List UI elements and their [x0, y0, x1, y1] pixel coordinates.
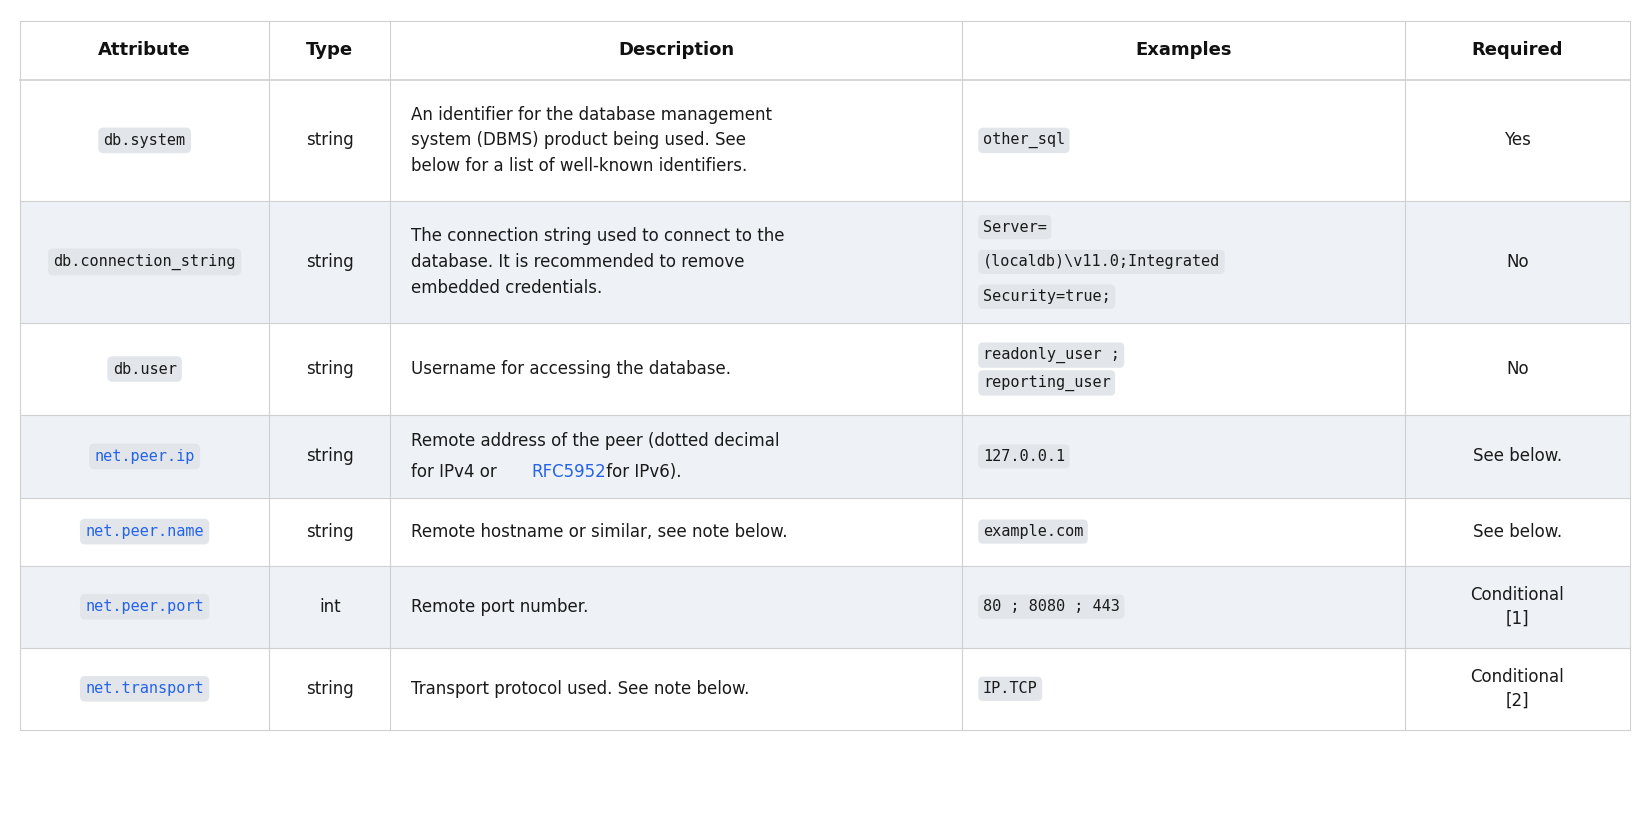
- Text: The connection string used to connect to the
database. It is recommended to remo: The connection string used to connect to…: [411, 227, 785, 296]
- Text: for IPv6).: for IPv6).: [601, 463, 681, 481]
- Text: string: string: [305, 680, 353, 698]
- Text: Remote port number.: Remote port number.: [411, 598, 589, 616]
- Text: See below.: See below.: [1473, 447, 1563, 466]
- Bar: [20, 566, 1630, 648]
- Bar: [20, 21, 1630, 80]
- Text: No: No: [1506, 253, 1530, 271]
- Text: 80 ; 8080 ; 443: 80 ; 8080 ; 443: [983, 599, 1120, 614]
- Text: reporting_user: reporting_user: [983, 375, 1110, 391]
- Text: See below.: See below.: [1473, 523, 1563, 540]
- Text: Type: Type: [307, 41, 353, 59]
- Text: db.system: db.system: [104, 133, 186, 148]
- Text: Remote address of the peer (dotted decimal: Remote address of the peer (dotted decim…: [411, 432, 780, 450]
- Text: Server=: Server=: [983, 220, 1046, 235]
- Bar: [20, 648, 1630, 730]
- Text: No: No: [1506, 360, 1530, 378]
- Text: An identifier for the database management
system (DBMS) product being used. See
: An identifier for the database managemen…: [411, 106, 772, 175]
- Text: net.transport: net.transport: [86, 681, 205, 696]
- Text: db.connection_string: db.connection_string: [53, 254, 236, 270]
- Text: string: string: [305, 360, 353, 378]
- Text: for IPv4 or: for IPv4 or: [411, 463, 502, 481]
- Text: Conditional
[2]: Conditional [2]: [1470, 668, 1564, 709]
- Text: string: string: [305, 523, 353, 540]
- Bar: [20, 323, 1630, 415]
- Text: Description: Description: [619, 41, 734, 59]
- Text: string: string: [305, 131, 353, 149]
- Bar: [20, 415, 1630, 498]
- Text: example.com: example.com: [983, 524, 1082, 539]
- Bar: [20, 201, 1630, 323]
- Text: Transport protocol used. See note below.: Transport protocol used. See note below.: [411, 680, 749, 698]
- Text: string: string: [305, 253, 353, 271]
- Text: Examples: Examples: [1135, 41, 1231, 59]
- Text: net.peer.name: net.peer.name: [86, 524, 205, 539]
- Text: Required: Required: [1472, 41, 1563, 59]
- Text: IP.TCP: IP.TCP: [983, 681, 1038, 696]
- Text: net.peer.ip: net.peer.ip: [94, 449, 195, 464]
- Text: Security=true;: Security=true;: [983, 289, 1110, 304]
- Bar: [20, 80, 1630, 201]
- Text: Attribute: Attribute: [99, 41, 191, 59]
- Text: string: string: [305, 447, 353, 466]
- Text: RFC5952: RFC5952: [531, 463, 606, 481]
- Text: db.user: db.user: [112, 361, 177, 377]
- Text: other_sql: other_sql: [983, 132, 1064, 149]
- Text: readonly_user ;: readonly_user ;: [983, 347, 1120, 363]
- Text: int: int: [318, 598, 340, 616]
- Text: Remote hostname or similar, see note below.: Remote hostname or similar, see note bel…: [411, 523, 787, 540]
- Text: Conditional
[1]: Conditional [1]: [1470, 586, 1564, 627]
- Text: Username for accessing the database.: Username for accessing the database.: [411, 360, 731, 378]
- Text: net.peer.port: net.peer.port: [86, 599, 205, 614]
- Text: 127.0.0.1: 127.0.0.1: [983, 449, 1064, 464]
- Bar: [20, 498, 1630, 566]
- Text: (localdb)\v11.0;Integrated: (localdb)\v11.0;Integrated: [983, 255, 1219, 269]
- Text: Yes: Yes: [1505, 131, 1531, 149]
